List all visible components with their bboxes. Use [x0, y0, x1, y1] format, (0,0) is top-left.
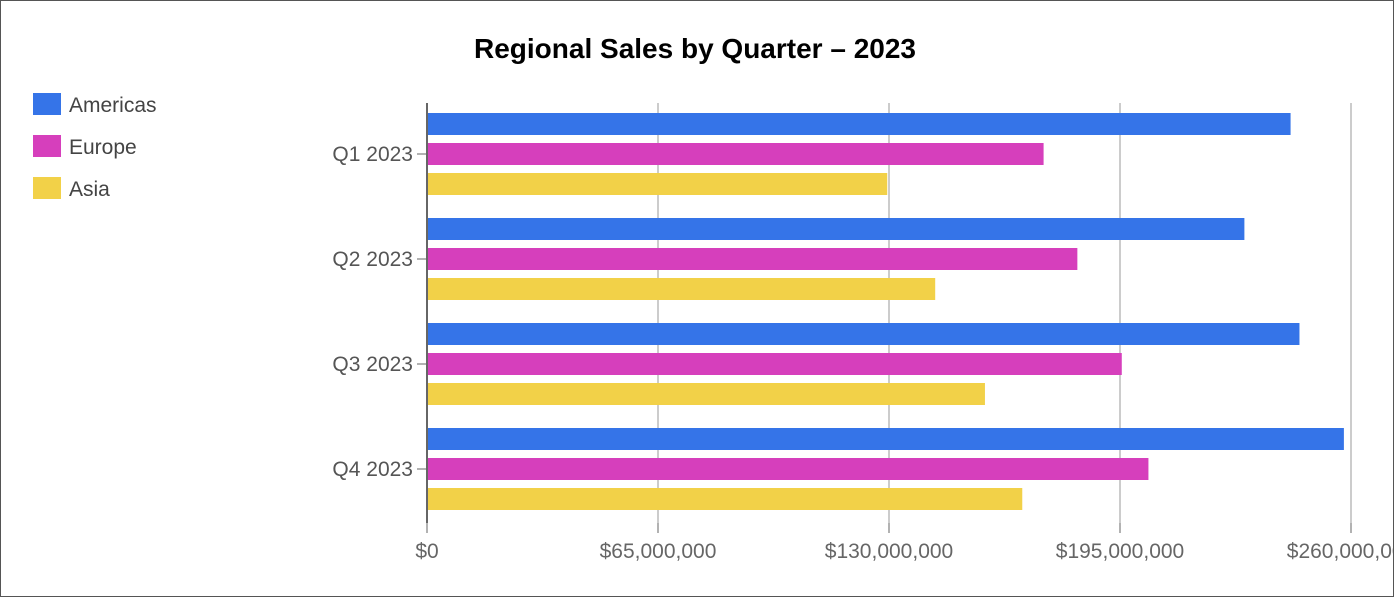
x-tick-label: $65,000,000 — [600, 540, 717, 563]
x-tick-label: $0 — [415, 540, 438, 563]
bar-americas — [427, 323, 1300, 345]
legend-label-asia: Asia — [69, 178, 110, 201]
bar-americas — [427, 113, 1291, 135]
bar-americas — [427, 218, 1245, 240]
x-tick-label: $260,000,000 — [1287, 540, 1393, 563]
legend: Americas Europe Asia — [33, 93, 157, 201]
x-tick-label: $195,000,000 — [1056, 540, 1184, 563]
bar-asia — [427, 383, 985, 405]
category-label: Q3 2023 — [332, 353, 413, 376]
legend-swatch-americas — [33, 93, 61, 115]
bar-asia — [427, 173, 888, 195]
bar-europe — [427, 143, 1044, 165]
bars-layer — [427, 113, 1344, 510]
category-label: Q1 2023 — [332, 143, 413, 166]
bar-europe — [427, 353, 1122, 375]
legend-swatch-asia — [33, 177, 61, 199]
bar-asia — [427, 278, 936, 300]
bar-americas — [427, 428, 1344, 450]
bar-europe — [427, 458, 1149, 480]
legend-label-europe: Europe — [69, 136, 137, 159]
category-label: Q2 2023 — [332, 248, 413, 271]
legend-label-americas: Americas — [69, 94, 157, 117]
legend-swatch-europe — [33, 135, 61, 157]
bar-europe — [427, 248, 1078, 270]
grid-layer — [657, 103, 1352, 523]
axis-layer: $0 $65,000,000 $130,000,000 $195,000,000 $26… — [332, 103, 1393, 563]
x-tick-label: $130,000,000 — [825, 540, 953, 563]
chart-title: Regional Sales by Quarter – 2023 — [474, 33, 916, 64]
category-label: Q4 2023 — [332, 458, 413, 481]
bar-asia — [427, 488, 1023, 510]
